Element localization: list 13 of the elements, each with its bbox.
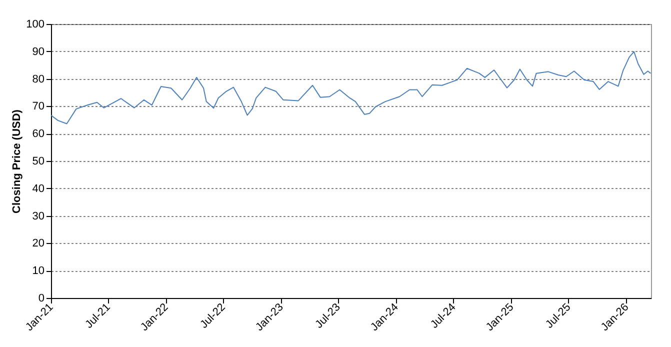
y-tick-label: 60 <box>32 128 44 140</box>
line-series <box>50 51 652 124</box>
y-tick-label: 50 <box>32 156 44 168</box>
y-tick-label: 30 <box>32 210 44 222</box>
y-tick-label: 10 <box>32 265 44 278</box>
y-tick-label: 100 <box>26 18 44 30</box>
y-tick-label: 80 <box>32 73 44 86</box>
y-tick-label: 70 <box>32 100 44 113</box>
y-tick-label: 40 <box>32 182 44 195</box>
y-tick-label: 90 <box>32 46 44 58</box>
y-axis-title: Closing Price (USD) <box>11 109 24 214</box>
y-tick-label: 0 <box>38 292 44 304</box>
y-tick-label: 20 <box>32 238 44 250</box>
